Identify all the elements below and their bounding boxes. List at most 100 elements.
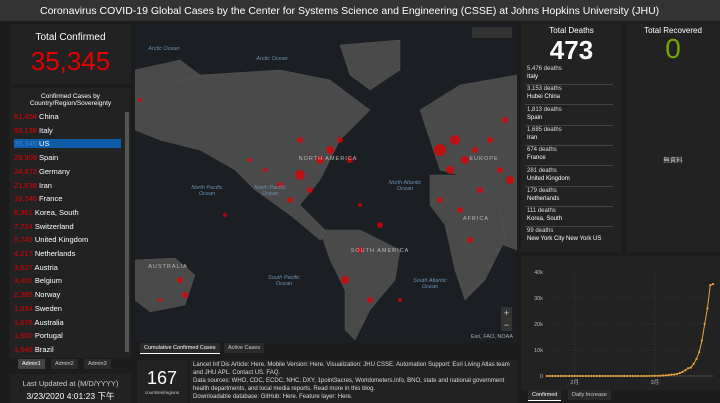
case-dot[interactable]: [347, 157, 353, 163]
map-label: South Pacific Ocean: [267, 275, 301, 287]
case-dot[interactable]: [467, 237, 473, 243]
country-row[interactable]: 1,676 Australia: [14, 318, 121, 327]
country-row[interactable]: 29,909 Spain: [14, 153, 121, 162]
point: [673, 373, 676, 376]
case-dot[interactable]: [457, 207, 463, 213]
info-paragraph: Data sources: WHO, CDC, ECDC, NHC, DXY, …: [193, 378, 505, 392]
point: [687, 367, 690, 370]
australia: [135, 257, 196, 313]
chart-tab[interactable]: Daily Increase: [568, 390, 611, 400]
case-dot[interactable]: [223, 213, 227, 217]
point: [551, 374, 554, 378]
point: [615, 374, 618, 378]
admin-tab[interactable]: Admin1: [18, 359, 45, 369]
map-tab[interactable]: Active Cases: [224, 343, 265, 353]
country-row[interactable]: 1,546 Brazil: [14, 345, 121, 354]
death-place: Italy: [527, 74, 539, 80]
case-dot[interactable]: [158, 298, 162, 302]
case-dot[interactable]: [446, 166, 454, 174]
country-name: Spain: [39, 153, 59, 163]
map[interactable]: + − Esri, FAO, NOAA Arctic Ocean Arctic Oc…: [135, 22, 517, 342]
country-count: 7,724: [14, 221, 33, 231]
point: [675, 372, 679, 376]
country-row[interactable]: 59,138 Italy: [14, 126, 121, 135]
case-dot[interactable]: [287, 197, 293, 203]
case-dot[interactable]: [472, 147, 478, 153]
case-dot[interactable]: [377, 222, 383, 228]
case-dot[interactable]: [497, 167, 503, 173]
point: [548, 374, 551, 378]
confirmed-box: Total Confirmed 35,345: [10, 24, 131, 84]
admin-tab[interactable]: Admin3: [84, 359, 111, 369]
country-row[interactable]: 8,961 Korea, South: [14, 208, 121, 217]
country-name: France: [39, 194, 63, 204]
country-row[interactable]: 2,385 Norway: [14, 290, 121, 299]
case-dot[interactable]: [277, 182, 283, 188]
point: [681, 370, 684, 373]
country-count: 21,638: [14, 180, 37, 190]
death-count: 674 deaths: [527, 147, 557, 154]
country-row[interactable]: 5,745 United Kingdom: [14, 235, 121, 244]
greenland: [339, 39, 401, 91]
case-dot[interactable]: [248, 158, 252, 162]
country-row[interactable]: 35,345 US: [14, 139, 121, 149]
country-row[interactable]: 21,638 Iran: [14, 181, 121, 190]
admin-tab[interactable]: Admin2: [51, 359, 78, 369]
point: [581, 374, 585, 378]
y-tick-label: 0: [540, 374, 543, 380]
point: [626, 374, 629, 378]
chart-tab[interactable]: Confirmed: [528, 390, 562, 401]
case-dot[interactable]: [461, 156, 469, 164]
country-row[interactable]: 3,627 Austria: [14, 263, 121, 272]
zoom-buttons[interactable]: + −: [501, 307, 512, 331]
death-count: 1,685 deaths: [527, 126, 562, 133]
country-row[interactable]: 3,401 Belgium: [14, 276, 121, 285]
north-america: [135, 69, 371, 241]
point: [612, 374, 615, 378]
country-row[interactable]: 16,246 France: [14, 194, 121, 203]
case-dot[interactable]: [326, 146, 334, 154]
case-dot[interactable]: [316, 156, 324, 164]
case-dot[interactable]: [295, 170, 305, 180]
country-row[interactable]: 1,600 Portugal: [14, 331, 121, 340]
case-dot[interactable]: [437, 197, 443, 203]
case-dot[interactable]: [337, 137, 343, 143]
map-label: NORTH AMERICA: [298, 156, 358, 162]
case-dot[interactable]: [177, 277, 183, 283]
case-dot[interactable]: [307, 187, 313, 193]
case-dot[interactable]: [341, 276, 349, 284]
country-row[interactable]: 4,217 Netherlands: [14, 249, 121, 258]
point: [653, 374, 656, 377]
case-dot[interactable]: [477, 187, 483, 193]
death-count: 5,476 deaths: [527, 66, 562, 72]
map-label: Arctic Ocean: [148, 46, 180, 52]
death-place: Netherlands: [527, 195, 560, 202]
case-dot[interactable]: [506, 176, 514, 184]
case-dot[interactable]: [487, 137, 493, 143]
country-row[interactable]: 1,934 Sweden: [14, 304, 121, 313]
country-row[interactable]: 7,724 Switzerland: [14, 222, 121, 231]
case-dot[interactable]: [367, 297, 373, 303]
country-list: Confirmed Cases by Country/Region/Sovere…: [10, 88, 131, 358]
death-count: 281 deaths: [527, 167, 557, 174]
case-dot[interactable]: [450, 135, 460, 145]
scrollbar[interactable]: [125, 112, 129, 352]
map-toolbar[interactable]: [472, 27, 512, 38]
case-dot[interactable]: [502, 117, 508, 123]
map-tab[interactable]: Cumulative Confirmed Cases: [140, 343, 220, 354]
case-dot[interactable]: [398, 298, 402, 302]
recovered-note: 無資料: [663, 157, 683, 164]
death-place: Hubei China: [527, 94, 561, 101]
country-row[interactable]: 24,873 Germany: [14, 167, 121, 176]
case-dot[interactable]: [263, 168, 267, 172]
country-row[interactable]: 81,454 China: [14, 112, 121, 121]
case-dot[interactable]: [182, 292, 188, 298]
case-dot[interactable]: [297, 137, 303, 143]
case-dot[interactable]: [358, 203, 362, 207]
case-dot[interactable]: [434, 144, 446, 156]
country-name: US: [39, 139, 50, 149]
case-dot[interactable]: [138, 98, 142, 102]
point: [556, 374, 560, 378]
countries-box: 167 countries/regions: [137, 360, 187, 403]
case-dot[interactable]: [357, 247, 363, 253]
